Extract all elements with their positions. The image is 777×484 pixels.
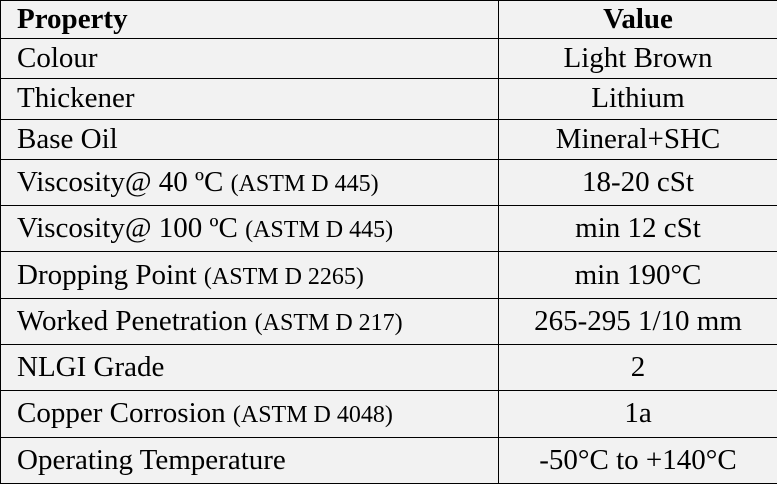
table-row: Base Oil Mineral+SHC [0,118,777,160]
property-cell: Viscosity@ 100 ºC (ASTM D 445) [0,205,499,253]
table-row: Operating Temperature -50°C to +140°C [0,436,777,484]
property-name: Viscosity@ 40 ºC [17,165,231,198]
value-cell: Mineral+SHC [498,118,777,160]
value-cell: Lithium [498,78,777,120]
property-name: Viscosity@ 100 ºC [17,212,246,245]
property-name: Copper Corrosion [17,397,233,430]
table-row: Thickener Lithium [0,78,777,120]
table-row: Viscosity@ 100 ºC (ASTM D 445) min 12 cS… [0,205,777,253]
table-row: Worked Penetration (ASTM D 217) 265-295 … [0,297,777,345]
header-property: Property [0,0,499,39]
value-cell: min 12 cSt [498,205,777,253]
value-cell: 1a [498,390,777,438]
property-name: Colour [17,42,98,75]
table-row: NLGI Grade 2 [0,343,777,392]
test-standard: (ASTM D 2265) [203,263,364,290]
property-cell: Operating Temperature [0,436,499,484]
test-standard: (ASTM D 4048) [232,402,393,429]
property-cell: Base Oil [0,118,499,160]
property-cell: Copper Corrosion (ASTM D 4048) [0,390,499,438]
table-row: Dropping Point (ASTM D 2265) min 190°C [0,251,777,299]
property-name: NLGI Grade [17,351,165,384]
test-standard: (ASTM D 445) [230,170,379,197]
value-cell: min 190°C [498,251,777,299]
value-cell: 265-295 1/10 mm [498,297,777,345]
value-cell: 2 [498,343,777,392]
test-standard: (ASTM D 217) [254,309,403,336]
test-standard: (ASTM D 445) [245,217,394,244]
property-name: Worked Penetration [17,304,255,337]
table-row: Viscosity@ 40 ºC (ASTM D 445) 18-20 cSt [0,158,777,207]
property-cell: Viscosity@ 40 ºC (ASTM D 445) [0,158,499,207]
property-name: Thickener [17,82,135,115]
property-name: Operating Temperature [17,443,286,476]
property-name: Base Oil [17,122,118,155]
property-name: Dropping Point [17,258,204,291]
header-value: Value [498,0,777,39]
property-cell: Colour [0,37,499,80]
value-cell: 18-20 cSt [498,158,777,207]
table-row: Colour Light Brown [0,37,777,80]
table-row: Copper Corrosion (ASTM D 4048) 1a [0,390,777,438]
value-cell: -50°C to +140°C [498,436,777,484]
property-cell: Worked Penetration (ASTM D 217) [0,297,499,345]
property-cell: Dropping Point (ASTM D 2265) [0,251,499,299]
property-cell: NLGI Grade [0,343,499,392]
value-cell: Light Brown [498,37,777,80]
table-header-row: Property Value [0,0,777,39]
property-cell: Thickener [0,78,499,120]
